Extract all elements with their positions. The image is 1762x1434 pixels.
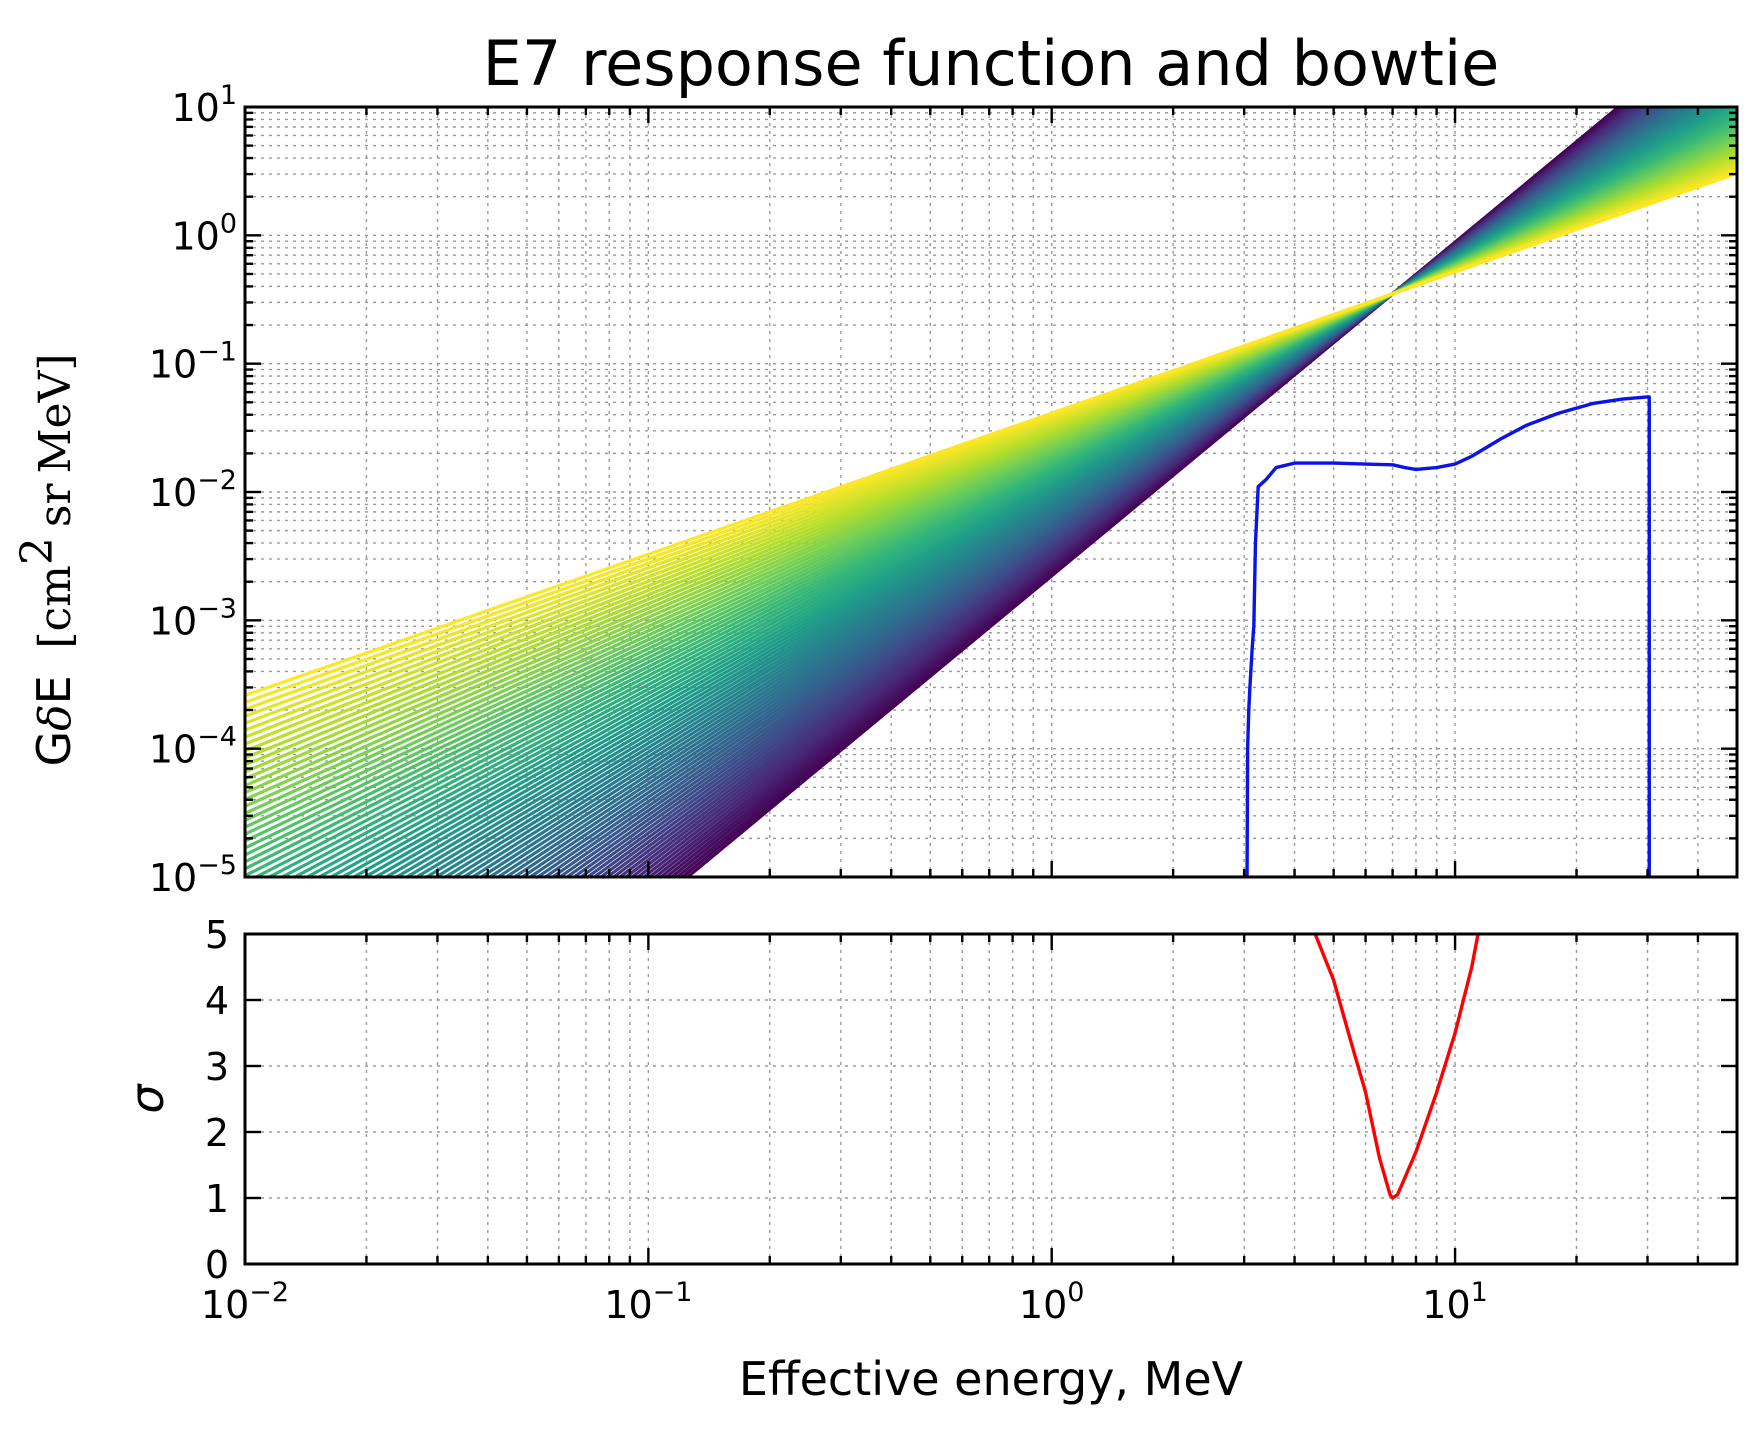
y-tick-label: 10−1: [149, 337, 237, 387]
y-tick-label: 10−3: [149, 593, 237, 643]
bowtie-line: [245, 171, 1737, 697]
top-axes-frame: [243, 105, 1739, 879]
bottom-x-tick-labels: 10−2 10−1 100 101: [201, 1277, 1488, 1327]
x-tick-label: 10−2: [201, 1277, 289, 1327]
x-tick-label: 100: [1019, 1277, 1085, 1327]
bottom-grid: [244, 934, 1738, 1264]
y-tick-label: 3: [205, 1045, 229, 1089]
x-tick-label: 101: [1422, 1277, 1488, 1327]
y-tick-label: 0: [205, 1243, 229, 1287]
y-tick-label: 10−5: [149, 850, 237, 900]
bottom-x-axis-label: Effective energy, MeV: [739, 1352, 1244, 1406]
chart-title: E7 response function and bowtie: [483, 27, 1500, 100]
bottom-y-tick-labels: 0 1 2 3 4 5: [205, 913, 229, 1287]
response-function-line: [1245, 395, 1651, 877]
y-tick-label: 5: [205, 913, 229, 957]
top-series: [1245, 395, 1651, 877]
y-tick-label: 2: [205, 1111, 229, 1155]
bottom-series: [1313, 934, 1480, 1200]
top-panel: 101 100 10−1 10−2 10−3 10−4 10−5 GδE [cm2srMeV…: [12, 80, 1739, 900]
bottom-y-axis-label: σ: [120, 1083, 174, 1114]
y-tick-label: 101: [171, 80, 237, 130]
bowtie-fan: [245, 107, 1737, 877]
y-tick-label: 10−4: [149, 722, 237, 772]
y-tick-label: 100: [171, 208, 237, 258]
top-y-tick-labels: 101 100 10−1 10−2 10−3 10−4 10−5: [149, 80, 237, 900]
bottom-axes-frame: [243, 932, 1739, 1266]
y-tick-label: 10−2: [149, 465, 237, 515]
y-tick-label: 4: [205, 979, 229, 1023]
y-tick-label: 1: [205, 1177, 229, 1221]
bottom-ticks: [243, 932, 1739, 1266]
top-y-axis-label: GδE [cm2srMeV]: [12, 353, 81, 766]
x-tick-label: 10−1: [604, 1277, 692, 1327]
sigma-line: [1313, 934, 1480, 1200]
bottom-panel: 0 1 2 3 4 5 10−2 10−1 100 101 σ Effective energy…: [120, 913, 1739, 1406]
